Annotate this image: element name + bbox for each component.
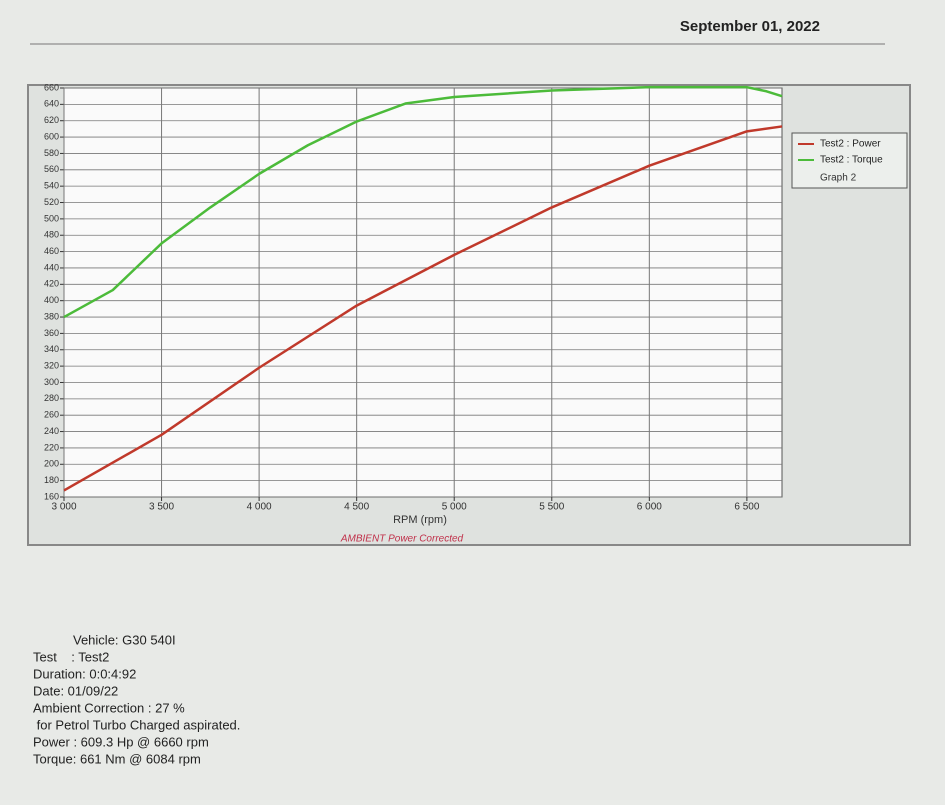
y-tick-label: 600	[44, 131, 59, 141]
y-tick-label: 220	[44, 442, 59, 452]
y-tick-label: 420	[44, 279, 59, 289]
info-line: Test : Test2	[33, 649, 109, 664]
info-line: for Petrol Turbo Charged aspirated.	[33, 717, 240, 732]
legend-extra: Graph 2	[820, 173, 857, 184]
date: September 01, 2022	[680, 18, 820, 35]
y-tick-label: 460	[44, 246, 59, 256]
info-line: Ambient Correction : 27 %	[33, 700, 185, 715]
info-line: Torque: 661 Nm @ 6084 rpm	[33, 751, 201, 766]
x-tick-label: 5 500	[539, 502, 564, 513]
info-line: Power : 609.3 Hp @ 6660 rpm	[33, 734, 209, 749]
y-tick-label: 560	[44, 164, 59, 174]
legend-label: Test2 : Torque	[820, 155, 883, 166]
x-axis-label: RPM (rpm)	[393, 514, 447, 526]
y-tick-label: 280	[44, 393, 59, 403]
x-tick-label: 5 000	[442, 502, 467, 513]
y-tick-label: 580	[44, 148, 59, 158]
y-tick-label: 340	[44, 344, 59, 354]
x-tick-label: 4 500	[344, 502, 369, 513]
y-tick-label: 200	[44, 459, 59, 469]
y-tick-label: 660	[44, 82, 59, 92]
y-tick-label: 440	[44, 262, 59, 272]
y-tick-label: 320	[44, 360, 59, 370]
info-line: Duration: 0:0:4:92	[33, 666, 136, 681]
y-tick-label: 520	[44, 197, 59, 207]
y-tick-label: 300	[44, 377, 59, 387]
plot-area	[63, 87, 783, 498]
y-tick-label: 640	[44, 99, 59, 109]
y-tick-label: 260	[44, 410, 59, 420]
series-line	[63, 125, 783, 492]
x-tick-label: 4 000	[247, 502, 272, 513]
subtitle: AMBIENT Power Corrected	[340, 534, 464, 545]
x-tick-label: 3 000	[51, 502, 76, 513]
y-tick-label: 620	[44, 115, 59, 125]
x-tick-label: 3 500	[149, 502, 174, 513]
y-tick-label: 400	[44, 295, 59, 305]
y-tick-label: 240	[44, 426, 59, 436]
x-tick-label: 6 000	[637, 502, 662, 513]
y-tick-label: 360	[44, 328, 59, 338]
series-line	[63, 85, 783, 319]
y-tick-label: 180	[44, 475, 59, 485]
y-tick-label: 160	[44, 491, 59, 501]
x-tick-label: 6 500	[734, 502, 759, 513]
y-tick-label: 500	[44, 213, 59, 223]
y-tick-label: 540	[44, 181, 59, 191]
legend-label: Test2 : Power	[820, 139, 881, 150]
info-line: Date: 01/09/22	[33, 683, 118, 698]
y-tick-label: 380	[44, 311, 59, 321]
info-block: Vehicle: G30 540I Test : Test2 Duration: 0…	[33, 632, 240, 766]
y-tick-label: 480	[44, 230, 59, 240]
info-line: Vehicle: G30 540I	[73, 632, 176, 647]
